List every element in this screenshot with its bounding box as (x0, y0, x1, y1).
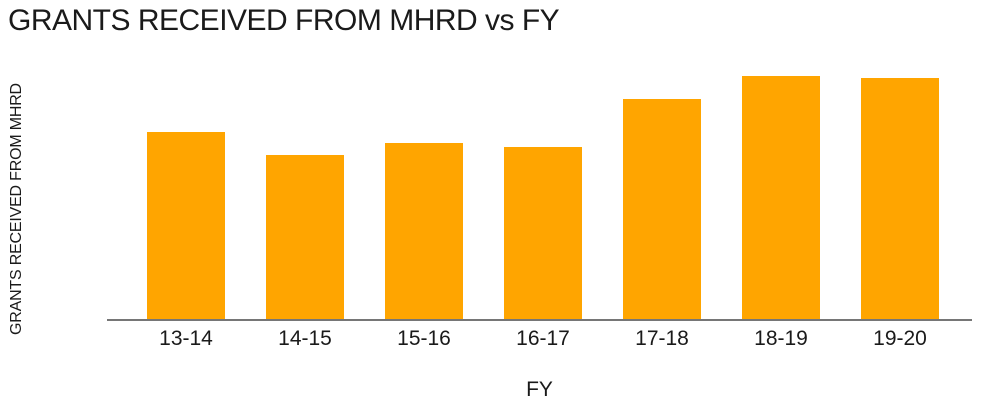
x-tick-label: 18-19 (754, 327, 808, 350)
bar-17-18 (623, 99, 701, 319)
x-tick-label: 13-14 (159, 327, 213, 350)
x-tick-label: 19-20 (873, 327, 927, 350)
bar-16-17 (504, 146, 582, 319)
x-axis-ticks: 13-14 14-15 15-16 16-17 17-18 18-19 19-20 (147, 327, 939, 351)
chart-title: GRANTS RECEIVED FROM MHRD vs FY (8, 4, 560, 37)
x-tick-label: 15-16 (397, 327, 451, 350)
bar-14-15 (266, 155, 344, 319)
plot-area (147, 70, 939, 319)
x-axis-title: FY (526, 378, 553, 401)
bar-18-19 (742, 76, 820, 319)
x-tick-label: 16-17 (516, 327, 570, 350)
bar-13-14 (147, 132, 225, 319)
bar-19-20 (861, 78, 939, 319)
x-axis-line (107, 319, 972, 321)
x-tick-label: 17-18 (635, 327, 689, 350)
y-axis-title: GRANTS RECEIVED FROM MHRD (8, 83, 25, 335)
x-tick-label: 14-15 (278, 327, 332, 350)
bar-15-16 (385, 142, 463, 319)
